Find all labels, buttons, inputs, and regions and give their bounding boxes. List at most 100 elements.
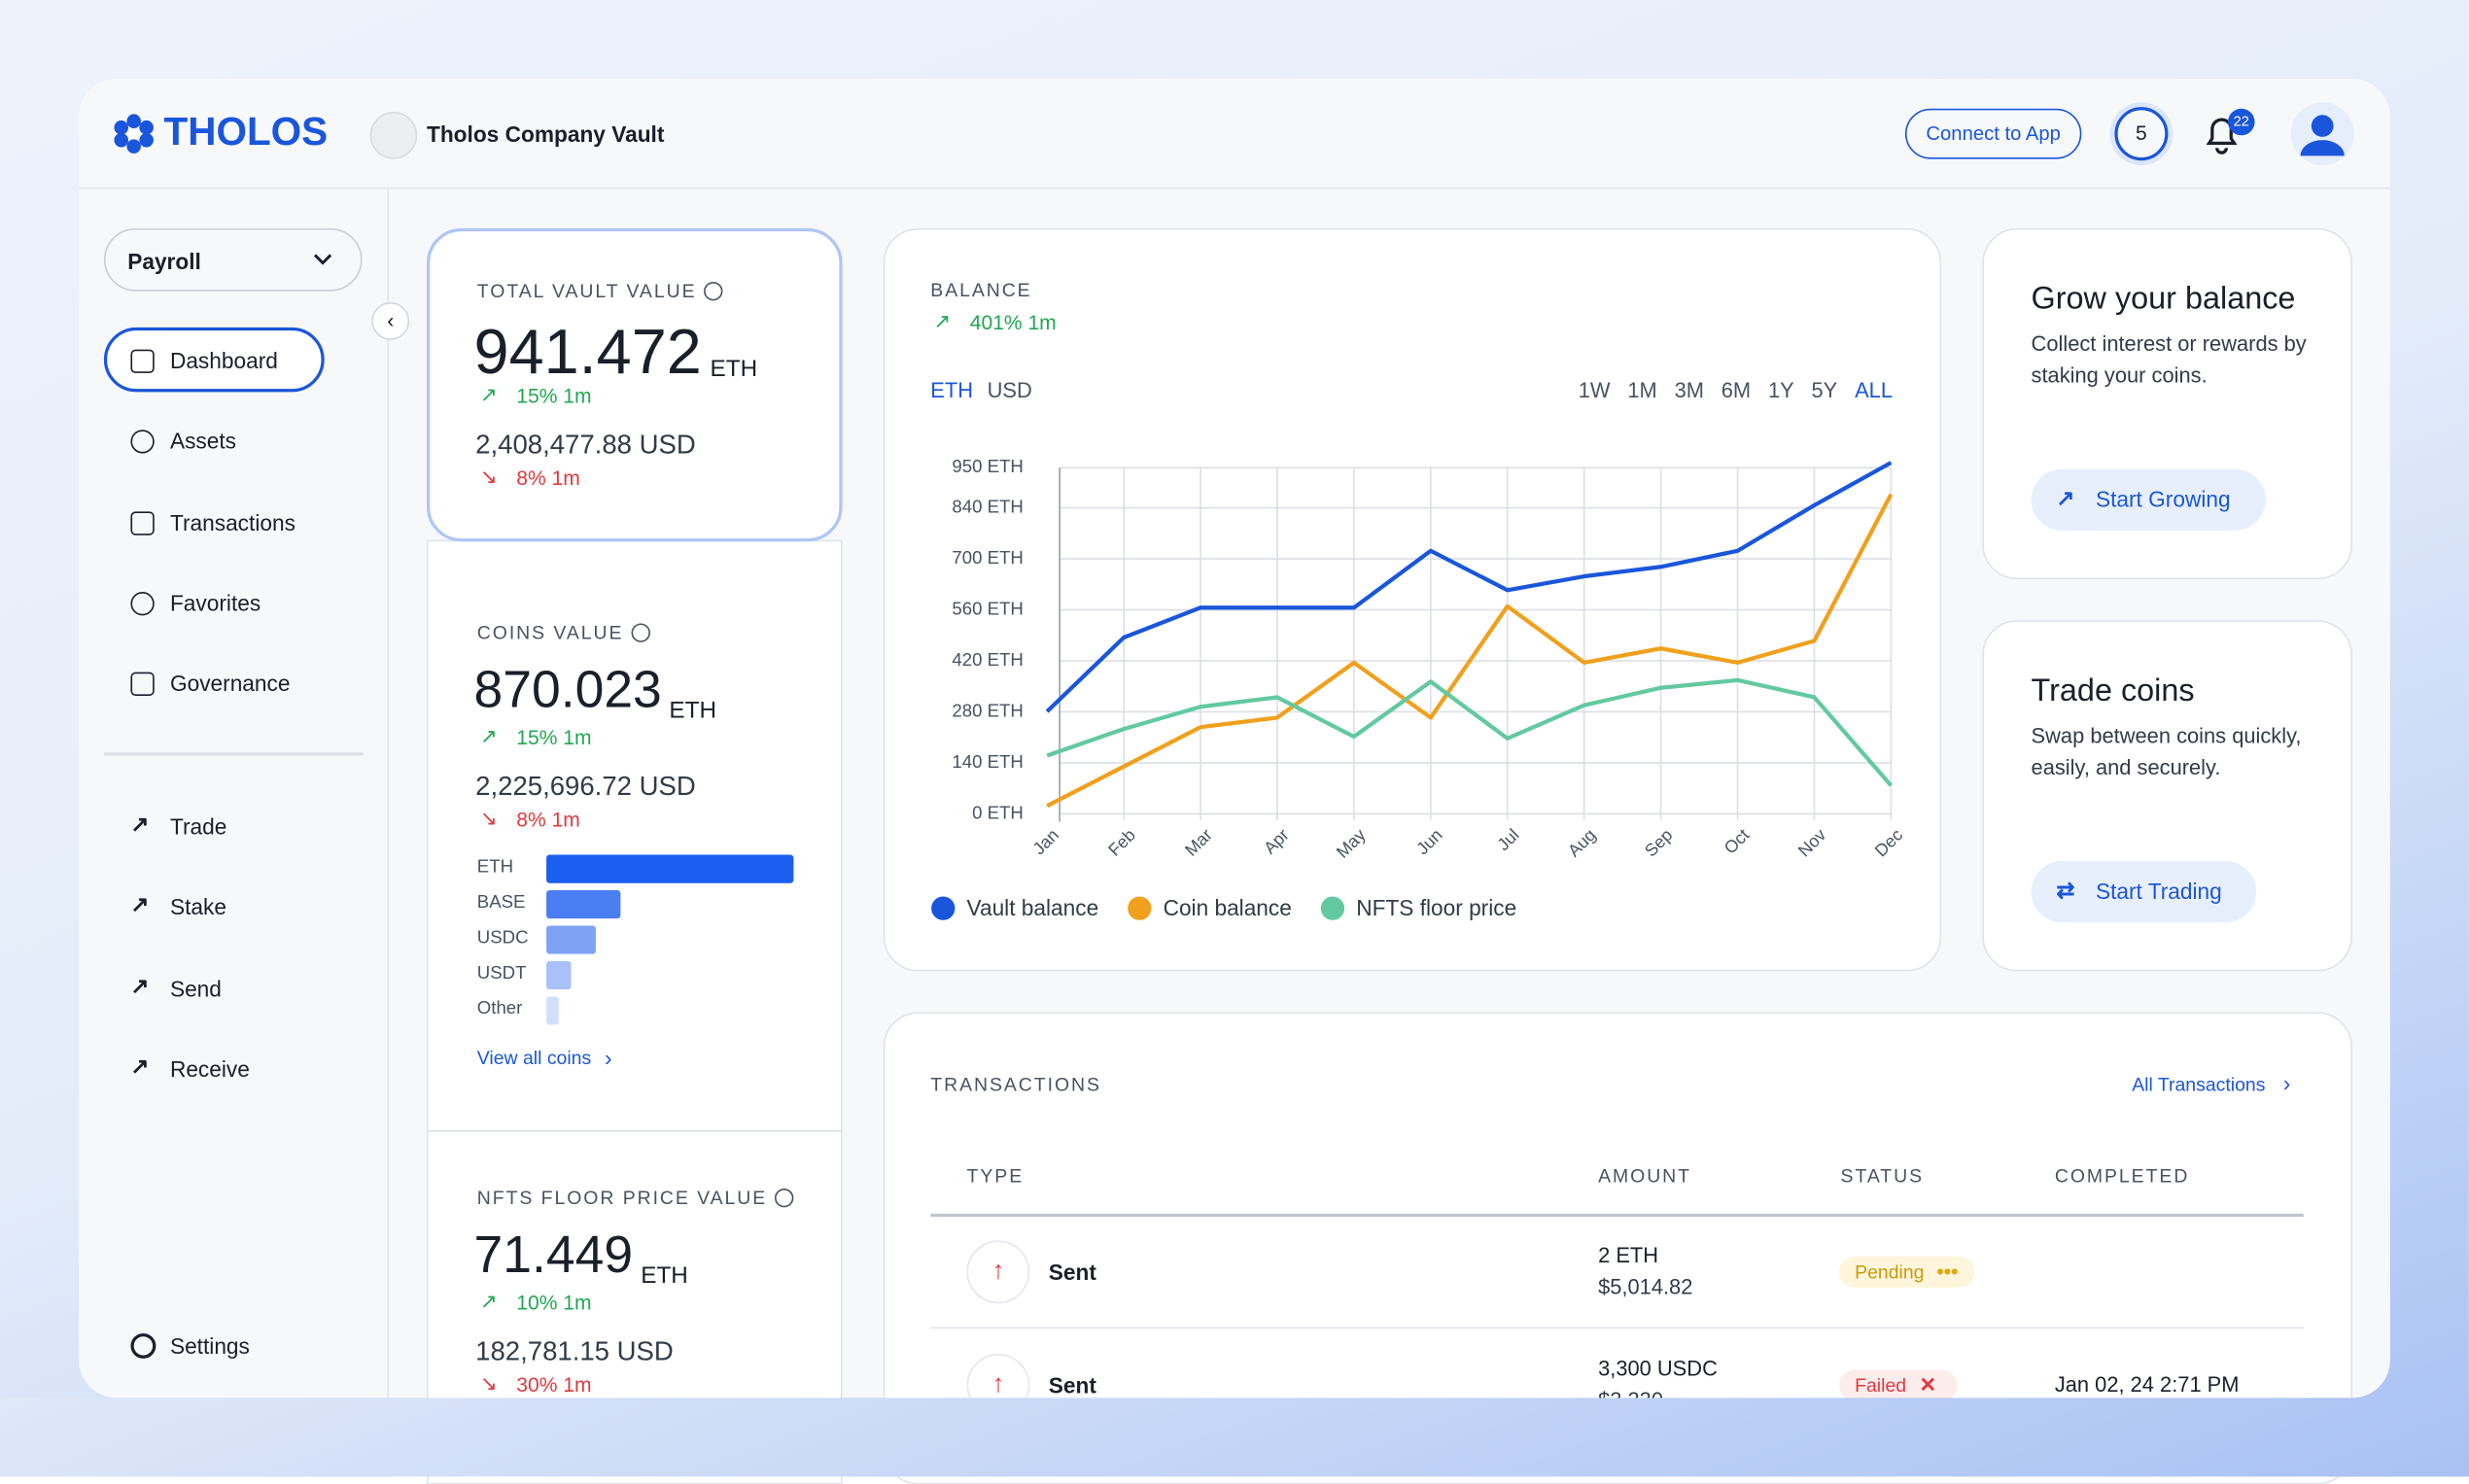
summary-usd-change: 30% 1m bbox=[516, 1372, 592, 1397]
coin-bar bbox=[546, 960, 572, 990]
y-tick-label: 700 ETH bbox=[952, 547, 1023, 568]
promo-title: Grow your balance bbox=[2031, 281, 2296, 317]
series-line bbox=[1046, 493, 1894, 809]
nav-icon bbox=[130, 511, 155, 535]
range-option[interactable]: 3M bbox=[1675, 378, 1704, 402]
avatar[interactable] bbox=[2290, 102, 2354, 166]
sidebar-divider bbox=[387, 189, 390, 1398]
promo-button[interactable]: Start Trading bbox=[2031, 861, 2257, 923]
settings-icon bbox=[130, 1332, 156, 1359]
settings-item[interactable]: Settings bbox=[169, 1332, 250, 1359]
tx-completed: Jan 02, 24 2:71 PM bbox=[2054, 1372, 2240, 1397]
column-header: STATUS bbox=[1840, 1164, 1925, 1188]
summary-label: TOTAL VAULT VALUE bbox=[476, 280, 697, 303]
legend-label: Coin balance bbox=[1164, 895, 1292, 920]
summary-unit: ETH bbox=[641, 1262, 688, 1290]
range-option[interactable]: 5Y bbox=[1812, 378, 1838, 402]
summary-usd: 182,781.15 USD bbox=[475, 1336, 674, 1366]
x-tick-label: Jun bbox=[1412, 825, 1445, 858]
total-card bbox=[426, 227, 843, 542]
change-down: ↘ bbox=[480, 806, 498, 830]
summary-value: 941.472 bbox=[473, 318, 702, 388]
summary-label: NFTS FLOOR PRICE VALUE bbox=[476, 1187, 768, 1210]
change-up: ↗ bbox=[480, 382, 498, 406]
chart-subtitle: 401% 1m bbox=[970, 312, 1057, 334]
nav-item[interactable]: Transactions bbox=[169, 509, 296, 535]
active-nav bbox=[103, 327, 325, 393]
x-tick-label: Jan bbox=[1029, 825, 1062, 858]
range-option[interactable]: 1Y bbox=[1768, 378, 1794, 402]
tx-link[interactable]: All Transactions bbox=[2132, 1073, 2266, 1096]
nav-item[interactable]: Dashboard bbox=[169, 347, 278, 373]
action-item[interactable]: Stake bbox=[169, 894, 226, 919]
x-tick-label: Nov bbox=[1794, 825, 1830, 861]
action-icon: ↗ bbox=[130, 890, 150, 916]
action-item[interactable]: Send bbox=[169, 976, 222, 1002]
summary-change: 10% 1m bbox=[516, 1291, 592, 1315]
tx-amount: 2 ETH bbox=[1598, 1243, 1659, 1267]
status-icon: ••• bbox=[1936, 1259, 1959, 1284]
range-option[interactable]: 1W bbox=[1579, 378, 1611, 402]
tx-amount-usd: $5,014.82 bbox=[1598, 1275, 1693, 1299]
tx-amount: 3,300 USDC bbox=[1598, 1357, 1718, 1381]
nav-item[interactable]: Assets bbox=[169, 428, 236, 454]
legend-label: NFTS floor price bbox=[1356, 895, 1516, 920]
info-icon bbox=[774, 1188, 794, 1208]
nav-item[interactable]: Favorites bbox=[169, 590, 261, 616]
range-option[interactable]: 6M bbox=[1721, 378, 1751, 402]
action-icon: ↗ bbox=[130, 973, 150, 998]
link-chevron: › bbox=[605, 1045, 612, 1071]
vault-name[interactable]: Tholos Company Vault bbox=[426, 121, 665, 147]
nav-item[interactable]: Governance bbox=[169, 671, 291, 696]
action-item[interactable]: Trade bbox=[169, 813, 227, 840]
button-icon: ⇄ bbox=[2056, 877, 2075, 903]
change-up: ↗ bbox=[480, 724, 498, 748]
summary-usd-change: 8% 1m bbox=[516, 466, 580, 490]
tx-type: Sent bbox=[1048, 1259, 1096, 1285]
change-down: ↘ bbox=[480, 464, 498, 489]
x-tick-label: Feb bbox=[1104, 825, 1139, 860]
promo-text: Collect interest or rewards by staking y… bbox=[2031, 331, 2307, 388]
action-item[interactable]: Receive bbox=[169, 1055, 250, 1082]
chevron-down bbox=[313, 254, 332, 265]
link-chevron: › bbox=[2282, 1070, 2291, 1096]
sidebar-separator bbox=[103, 752, 365, 756]
range-option[interactable]: 1M bbox=[1627, 378, 1656, 402]
coin-bar bbox=[546, 889, 621, 919]
tx-title: TRANSACTIONS bbox=[930, 1073, 1101, 1096]
summary-value: 71.449 bbox=[473, 1225, 634, 1284]
info-icon bbox=[704, 281, 723, 301]
coin-label: ETH bbox=[477, 855, 513, 876]
chart-arrow: ↗ bbox=[934, 311, 952, 333]
x-tick-label: Oct bbox=[1721, 825, 1754, 858]
view-coins-link[interactable]: View all coins bbox=[476, 1047, 592, 1069]
series-line bbox=[1045, 461, 1893, 713]
summary-unit: ETH bbox=[710, 356, 758, 383]
coin-bar bbox=[546, 996, 559, 1025]
vault-icon bbox=[369, 112, 418, 159]
coin-label: Other bbox=[477, 997, 523, 1018]
chart-title: BALANCE bbox=[930, 280, 1031, 301]
collapse-button[interactable]: ‹ bbox=[371, 302, 410, 340]
y-tick-label: 0 ETH bbox=[972, 802, 1024, 822]
x-tick-label: Dec bbox=[1871, 825, 1907, 861]
connect-button[interactable]: Connect to App bbox=[1904, 108, 2082, 159]
action-icon: ↗ bbox=[130, 811, 150, 837]
counter-badge[interactable]: 5 bbox=[2114, 107, 2169, 161]
column-header: AMOUNT bbox=[1598, 1164, 1691, 1188]
series-line bbox=[1046, 677, 1893, 787]
range-option[interactable]: ALL bbox=[1855, 378, 1893, 402]
account-selector[interactable] bbox=[103, 227, 363, 292]
change-down: ↘ bbox=[480, 1370, 498, 1396]
y-tick-label: 840 ETH bbox=[952, 496, 1023, 516]
column-header: TYPE bbox=[966, 1164, 1025, 1188]
currency-option[interactable]: USD bbox=[988, 378, 1032, 402]
promo-button[interactable]: Start Growing bbox=[2031, 468, 2266, 531]
nav-icon bbox=[130, 672, 155, 696]
summary-value: 870.023 bbox=[473, 659, 662, 718]
y-tick-label: 950 ETH bbox=[952, 456, 1023, 476]
coin-label: USDC bbox=[477, 926, 529, 947]
currency-option[interactable]: ETH bbox=[930, 378, 973, 402]
sent-icon: ↑ bbox=[966, 1240, 1030, 1304]
